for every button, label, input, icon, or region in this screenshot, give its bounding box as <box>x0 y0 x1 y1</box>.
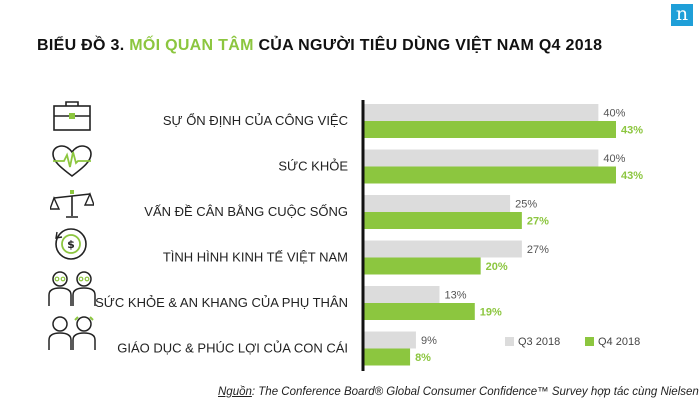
data-label: 25% <box>515 199 537 211</box>
bar-q4 <box>363 166 616 184</box>
bar-q4 <box>363 212 522 229</box>
bar-q4 <box>363 303 475 320</box>
svg-text:$: $ <box>67 238 75 251</box>
heart-pulse-icon <box>52 145 92 178</box>
source-note: Nguồn: The Conference Board® Global Cons… <box>218 386 699 398</box>
legend-swatch <box>585 337 594 346</box>
category-label: GIÁO DỤC & PHÚC LỢI CỦA CON CÁI <box>117 341 348 356</box>
data-label: 9% <box>421 335 437 347</box>
legend-label: Q4 2018 <box>598 336 640 348</box>
bar-q3 <box>363 286 440 303</box>
category-label: SỨC KHỎE <box>278 159 348 174</box>
bar-q3 <box>363 104 599 121</box>
source-prefix: Nguồn <box>218 386 252 398</box>
category-label: SỰ ỔN ĐỊNH CỦA CÔNG VIỆC <box>163 113 348 128</box>
bar-q3 <box>363 331 416 349</box>
data-label: 40% <box>603 153 625 165</box>
chart-title: BIỂU ĐỒ 3. MỐI QUAN TÂM CỦA NGƯỜI TIÊU D… <box>37 37 602 55</box>
legend-swatch <box>505 337 514 346</box>
legend-label: Q3 2018 <box>518 336 560 348</box>
nielsen-logo: n <box>671 4 693 26</box>
bar-q3 <box>363 195 511 212</box>
data-label: 20% <box>486 261 508 273</box>
balance-scale-icon <box>50 190 94 218</box>
category-label: VẤN ĐỀ CÂN BẰNG CUỘC SỐNG <box>144 204 348 219</box>
briefcase-icon <box>53 101 91 131</box>
data-label: 43% <box>621 125 643 137</box>
category-label: TÌNH HÌNH KINH TẾ VIỆT NAM <box>163 250 348 265</box>
category-label: SỨC KHỎE & AN KHANG CỦA PHỤ THÂN <box>95 295 348 310</box>
data-label: 43% <box>621 170 643 182</box>
data-label: 19% <box>480 307 502 319</box>
bar-q4 <box>363 121 616 138</box>
data-label: 8% <box>415 352 431 364</box>
elderly-parents-icon <box>48 271 96 306</box>
data-label: 13% <box>444 290 466 302</box>
money-cycle-icon: $ <box>55 228 87 260</box>
bar-q3 <box>363 240 522 258</box>
title-highlight: MỐI QUAN TÂM <box>129 37 254 54</box>
children-icon <box>48 316 96 350</box>
title-prefix: BIỂU ĐỒ 3. <box>37 37 125 54</box>
data-label: 40% <box>603 108 625 120</box>
bar-q4 <box>363 348 411 366</box>
data-label: 27% <box>527 244 549 256</box>
title-rest: CỦA NGƯỜI TIÊU DÙNG VIỆT NAM Q4 2018 <box>258 37 603 54</box>
data-label: 27% <box>527 216 549 228</box>
source-text: : The Conference Board® Global Consumer … <box>251 386 699 398</box>
bar-q3 <box>363 149 599 167</box>
bar-q4 <box>363 257 481 275</box>
